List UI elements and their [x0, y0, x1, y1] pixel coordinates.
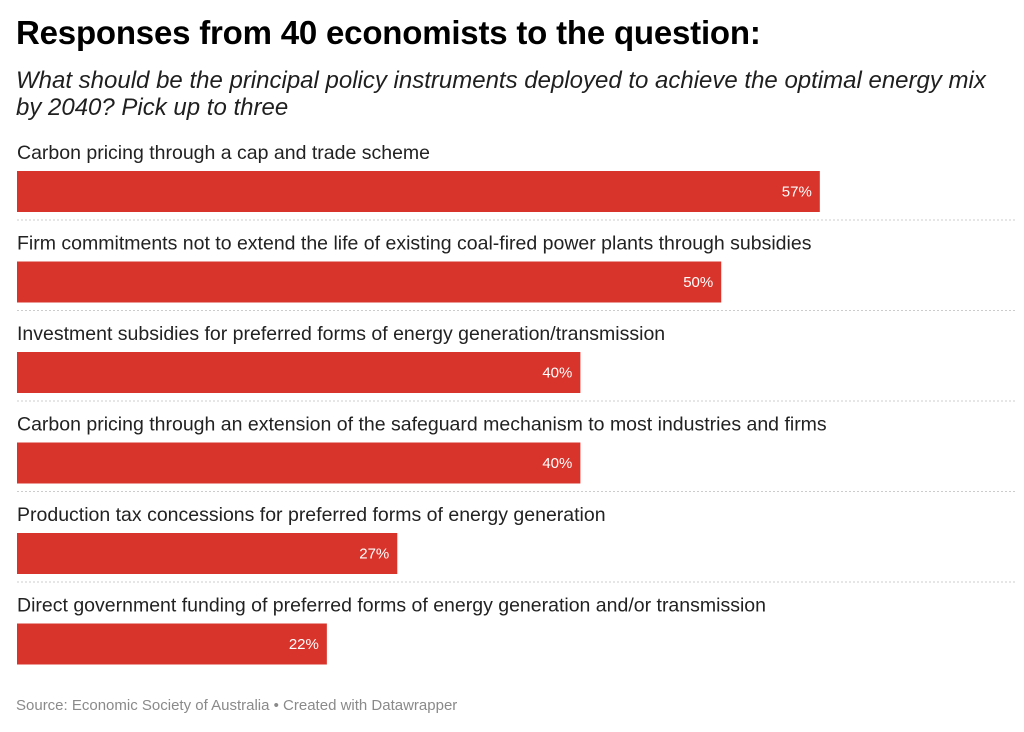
- category-label: Production tax concessions for preferred…: [17, 504, 606, 526]
- value-label: 27%: [359, 546, 389, 563]
- bar: [17, 533, 398, 574]
- value-label: 57%: [782, 184, 812, 201]
- category-label: Investment subsidies for preferred forms…: [17, 323, 665, 345]
- value-label: 40%: [542, 365, 572, 382]
- bar: [17, 442, 581, 484]
- value-label: 50%: [683, 274, 713, 291]
- bar: [17, 171, 820, 212]
- bar: [17, 352, 581, 393]
- source-note: Source: Economic Society of Australia • …: [16, 697, 458, 714]
- value-label: 40%: [542, 455, 572, 472]
- chart-title: Responses from 40 economists to the ques…: [16, 14, 761, 51]
- category-label: Carbon pricing through a cap and trade s…: [17, 142, 430, 164]
- value-label: 22%: [289, 636, 319, 653]
- category-label: Carbon pricing through an extension of t…: [17, 414, 827, 436]
- bar: [17, 261, 722, 303]
- chart-subtitle: What should be the principal policy inst…: [16, 67, 986, 121]
- category-label: Direct government funding of preferred f…: [17, 595, 766, 617]
- category-label: Firm commitments not to extend the life …: [17, 233, 812, 255]
- bar: [17, 623, 327, 665]
